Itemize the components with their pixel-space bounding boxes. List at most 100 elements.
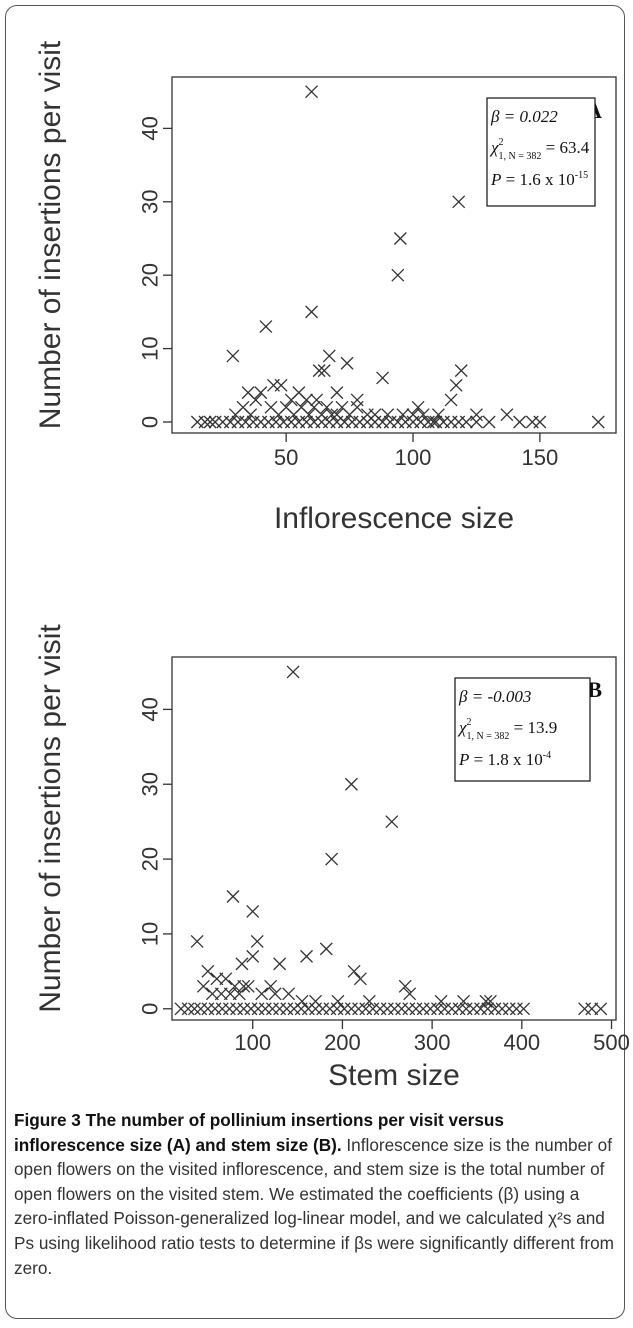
- plot-frame: [171, 656, 617, 1021]
- data-point-stroke: [284, 393, 298, 407]
- data-point-stroke: [517, 1002, 531, 1016]
- data-point: [237, 979, 251, 993]
- x-tick-label: 300: [414, 1030, 451, 1055]
- data-point-stroke: [274, 378, 288, 392]
- data-point: [210, 972, 224, 986]
- data-point-stroke: [302, 408, 316, 422]
- data-point-stroke: [255, 987, 269, 1001]
- data-point-stroke: [469, 415, 483, 429]
- data-point-stroke: [416, 408, 430, 422]
- data-point-stroke: [196, 979, 210, 993]
- data-point: [350, 400, 364, 414]
- data-point-stroke: [235, 957, 249, 971]
- x-tick-label: 100: [234, 1030, 271, 1055]
- data-point: [353, 972, 367, 986]
- y-tick-label: 20: [138, 847, 163, 871]
- data-point-stroke: [393, 232, 407, 245]
- data-point-stroke: [454, 364, 468, 378]
- data-point-stroke: [223, 987, 237, 1001]
- data-point: [469, 408, 483, 422]
- data-point: [244, 1002, 258, 1016]
- stat-p-value: = 1.8 x 10: [469, 750, 542, 769]
- data-point: [434, 994, 448, 1008]
- y-tick-label: 30: [138, 772, 163, 796]
- data-point: [323, 1002, 337, 1016]
- data-point-stroke: [479, 994, 493, 1008]
- data-point-stroke: [403, 987, 417, 1001]
- data-point: [325, 408, 339, 422]
- data-point-stroke: [286, 665, 300, 679]
- stats-box: β = 0.022 χ2 1, N = 382 = 63.4 P = 1.6 x 10…: [486, 97, 596, 207]
- y-tick-label: 10: [138, 336, 163, 360]
- data-point-stroke: [246, 905, 260, 918]
- data-point: [444, 393, 458, 407]
- data-point-stroke: [398, 979, 412, 993]
- data-point: [578, 1002, 592, 1016]
- data-point: [340, 356, 354, 370]
- data-point-stroke: [219, 972, 233, 986]
- stats-box: β = -0.003 χ2 1, N = 382 = 13.9 P = 1.8 x 1…: [454, 677, 591, 782]
- data-point: [474, 1002, 488, 1016]
- data-point: [469, 415, 483, 429]
- data-point-stroke: [325, 408, 339, 422]
- y-tick-label: 10: [138, 922, 163, 946]
- data-point-stroke: [210, 972, 224, 986]
- x-tick-label: 400: [503, 1030, 540, 1055]
- data-point: [196, 979, 210, 993]
- data-point-stroke: [452, 195, 466, 209]
- data-point: [249, 393, 263, 407]
- data-point-stroke: [241, 979, 255, 993]
- data-point: [380, 1002, 394, 1016]
- stat-chi-sup: 2: [466, 717, 471, 728]
- data-point: [479, 994, 493, 1008]
- data-point: [330, 1002, 344, 1016]
- caption-title: Figure 3 The number of pollinium inserti…: [14, 1110, 504, 1155]
- data-point-stroke: [300, 949, 314, 963]
- figure-caption: Figure 3 The number of pollinium inserti…: [14, 1108, 619, 1280]
- data-point: [500, 408, 514, 422]
- data-point: [280, 1002, 294, 1016]
- stat-chi-sup: 2: [498, 137, 503, 148]
- data-point: [423, 1002, 437, 1016]
- data-point: [452, 1002, 466, 1016]
- data-point: [398, 979, 412, 993]
- data-point-stroke: [203, 415, 217, 429]
- data-point: [488, 1002, 502, 1016]
- data-point: [214, 987, 228, 1001]
- data-point: [320, 400, 334, 414]
- data-point: [228, 979, 242, 993]
- data-point: [302, 408, 316, 422]
- data-point: [294, 1002, 308, 1016]
- data-point: [246, 905, 260, 918]
- data-point-stroke: [226, 349, 240, 363]
- data-point: [344, 1002, 358, 1016]
- data-point: [258, 1002, 272, 1016]
- data-point: [459, 415, 473, 429]
- data-point: [337, 1002, 351, 1016]
- data-point-stroke: [396, 408, 410, 422]
- y-tick-label: 0: [138, 1003, 163, 1015]
- data-point: [237, 1002, 251, 1016]
- y-axis-label: Number of insertions per visit: [34, 624, 67, 1013]
- data-point: [208, 1002, 222, 1016]
- data-point-stroke: [594, 1002, 608, 1016]
- data-point-stroke: [307, 400, 321, 414]
- data-point: [347, 964, 361, 978]
- data-point: [350, 393, 364, 407]
- stat-p-value: = 1.6 x 10: [501, 170, 574, 189]
- data-point-stroke: [344, 777, 358, 791]
- data-point-stroke: [347, 964, 361, 978]
- data-point: [319, 942, 333, 956]
- stats-box-frame: [486, 97, 596, 207]
- data-point-stroke: [411, 400, 425, 414]
- data-point: [466, 1002, 480, 1016]
- data-point: [273, 957, 287, 971]
- data-point: [198, 415, 212, 429]
- data-point: [416, 1002, 430, 1016]
- data-point: [226, 349, 240, 363]
- data-point-stroke: [305, 305, 319, 319]
- stat-chi: χ2 1, N = 382 = 63.4: [489, 137, 590, 162]
- data-point: [310, 393, 324, 407]
- data-point-stroke: [259, 320, 273, 334]
- stat-chi-value: = 13.9: [509, 718, 557, 737]
